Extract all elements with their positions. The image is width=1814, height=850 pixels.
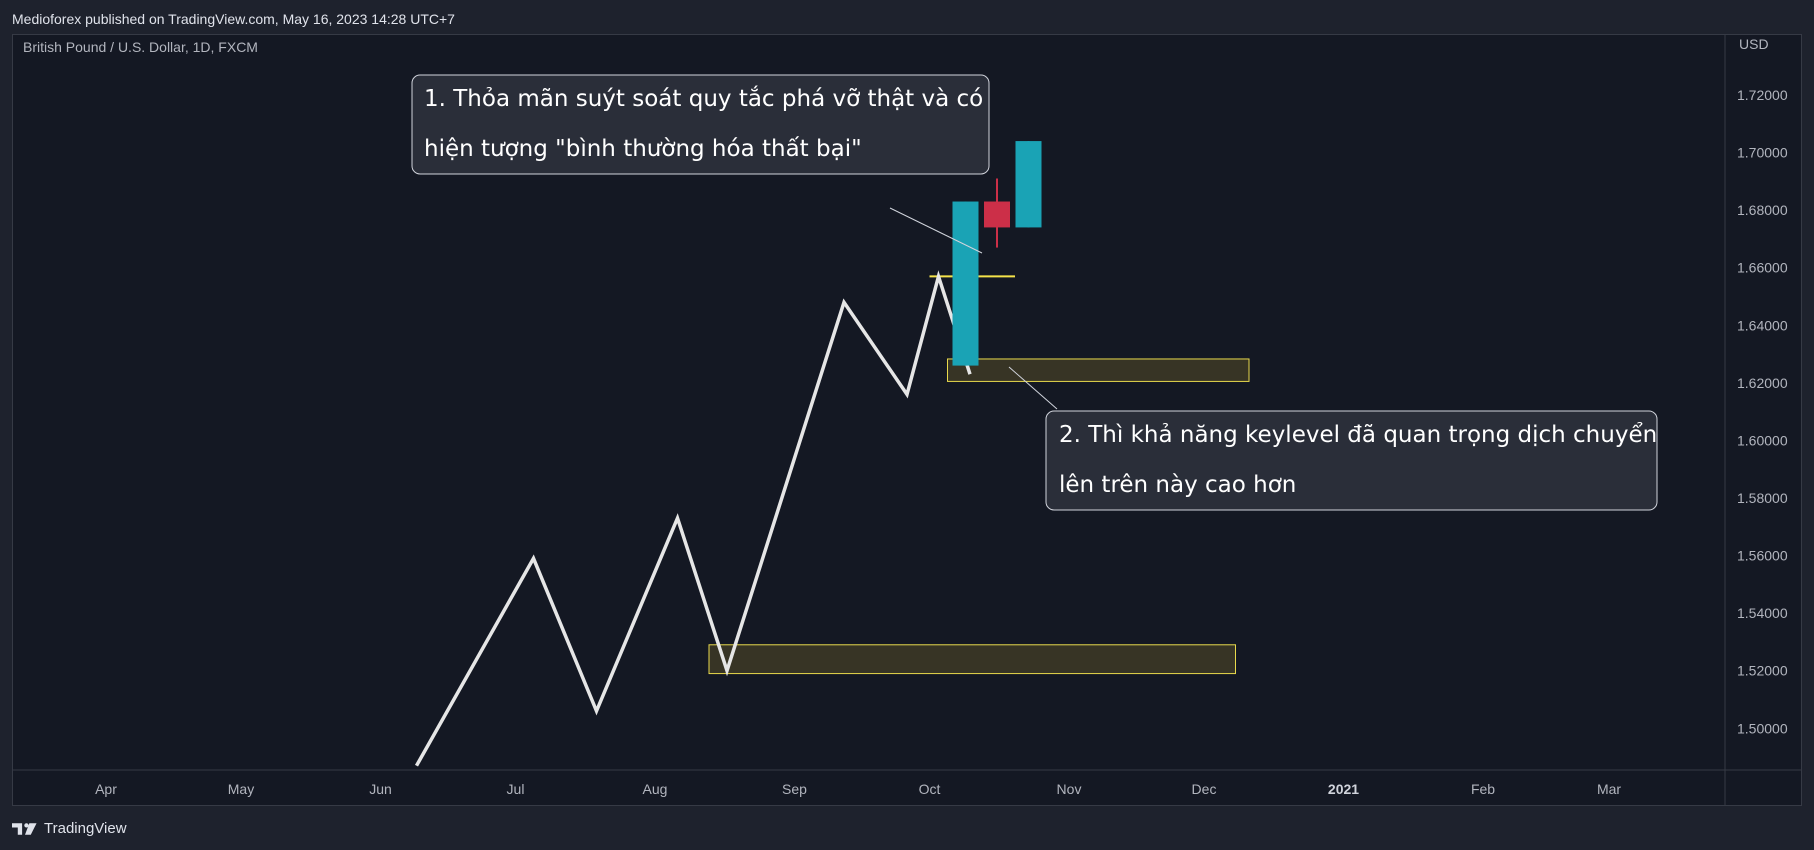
y-tick-label: 1.72000: [1737, 87, 1788, 103]
callout-1-line1: 1. Thỏa mãn suýt soát quy tắc phá vỡ thậ…: [424, 85, 983, 112]
x-tick-label: Dec: [1192, 781, 1217, 797]
y-tick-label: 1.64000: [1737, 317, 1788, 333]
candle-body: [1015, 141, 1042, 228]
candles-group: [952, 141, 1042, 366]
callout-2[interactable]: 2. Thì khả năng keylevel đã quan trọng d…: [1008, 366, 1658, 511]
x-tick-label: May: [228, 781, 254, 797]
y-tick-label: 1.56000: [1737, 548, 1788, 564]
y-tick-label: 1.68000: [1737, 202, 1788, 218]
price-line-group: [414, 270, 972, 767]
key-level-zone: [947, 358, 1250, 382]
callout-2-line2: lên trên này cao hơn: [1059, 472, 1296, 498]
x-tick-label: Nov: [1057, 781, 1082, 797]
x-tick-label: Mar: [1597, 781, 1621, 797]
callout-1-line2: hiện tượng "bình thường hóa thất bại": [424, 136, 862, 162]
price-axis[interactable]: 1.72000 1.70000 1.68000 1.66000 1.64000 1.620…: [1737, 87, 1788, 736]
x-tick-label: Sep: [782, 781, 807, 797]
price-chart[interactable]: British Pound / U.S. Dollar, 1D, FXCM US…: [12, 34, 1802, 806]
published-info: Medioforex published on TradingView.com,…: [12, 11, 455, 27]
price-line: [414, 270, 972, 767]
y-tick-label: 1.60000: [1737, 432, 1788, 448]
y-tick-label: 1.50000: [1737, 720, 1788, 736]
brand-name: TradingView: [44, 820, 127, 837]
time-axis[interactable]: Apr May Jun Jul Aug Sep Oct Nov Dec 2021 Feb Mar: [95, 781, 1621, 797]
x-tick-label: Feb: [1471, 781, 1495, 797]
candle-body: [952, 201, 979, 366]
currency-label: USD: [1739, 36, 1769, 52]
symbol-label: British Pound / U.S. Dollar, 1D, FXCM: [23, 39, 258, 55]
callout-1[interactable]: 1. Thỏa mãn suýt soát quy tắc phá vỡ thậ…: [411, 74, 990, 254]
x-tick-label: Aug: [643, 781, 668, 797]
x-tick-label: Oct: [919, 781, 941, 797]
callout-1-box: [411, 74, 990, 175]
x-tick-label: 2021: [1328, 781, 1359, 797]
callout-1-pointer: [889, 207, 983, 254]
x-tick-label: Jul: [507, 781, 525, 797]
y-tick-label: 1.66000: [1737, 260, 1788, 276]
y-tick-label: 1.58000: [1737, 490, 1788, 506]
tradingview-brand[interactable]: TradingView: [12, 820, 127, 837]
x-tick-label: Jun: [369, 781, 392, 797]
callout-2-box: [1045, 410, 1658, 511]
callout-2-pointer: [1008, 366, 1058, 410]
key-level-zones: [708, 358, 1250, 675]
y-tick-label: 1.54000: [1737, 605, 1788, 621]
y-tick-label: 1.62000: [1737, 375, 1788, 391]
candle-body: [984, 201, 1010, 228]
y-tick-label: 1.52000: [1737, 663, 1788, 679]
key-level-zone: [708, 644, 1236, 675]
tradingview-logo-icon: [12, 822, 37, 835]
callout-2-line1: 2. Thì khả năng keylevel đã quan trọng d…: [1059, 422, 1657, 448]
x-tick-label: Apr: [95, 781, 117, 797]
y-tick-label: 1.70000: [1737, 145, 1788, 161]
